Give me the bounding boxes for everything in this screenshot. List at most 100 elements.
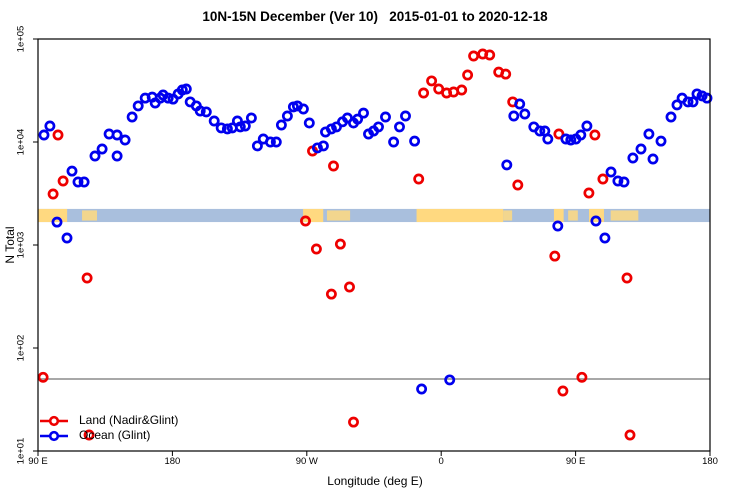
data-point-land xyxy=(418,87,430,99)
map-band-land xyxy=(503,210,513,221)
y-axis-tick-label: 1e+04 xyxy=(15,128,27,156)
data-point-ocean xyxy=(221,123,233,135)
data-point-ocean xyxy=(194,105,206,117)
data-point-ocean xyxy=(270,136,282,148)
y-axis-tick-label: 1e+05 xyxy=(15,25,27,53)
data-point-ocean xyxy=(180,83,192,95)
data-point-ocean xyxy=(132,100,144,112)
data-point-land xyxy=(348,416,359,428)
data-point-ocean xyxy=(325,123,337,135)
x-axis-tick-label: 180 xyxy=(164,456,181,467)
data-point-land xyxy=(328,160,339,172)
data-point-ocean xyxy=(66,165,78,177)
data-point-ocean xyxy=(51,216,63,228)
data-point-ocean xyxy=(373,121,384,133)
data-point-land xyxy=(589,129,601,141)
data-point-ocean xyxy=(618,176,630,188)
data-point-ocean xyxy=(605,166,617,178)
data-point-land xyxy=(413,173,425,185)
legend-entry-land: Land (Nadir&Glint) xyxy=(40,413,178,428)
data-point-ocean xyxy=(599,232,611,244)
data-point-ocean xyxy=(44,120,56,132)
data-point-ocean xyxy=(297,103,309,115)
data-point-land xyxy=(468,50,480,62)
legend-label: Ocean (Glint) xyxy=(79,428,151,442)
data-point-ocean xyxy=(416,383,428,395)
data-point-land xyxy=(57,175,69,187)
data-point-ocean xyxy=(612,175,624,187)
map-band-land xyxy=(553,208,564,223)
data-point-ocean xyxy=(245,112,257,124)
x-axis-tick-label: 180 xyxy=(702,456,718,467)
data-point-ocean xyxy=(317,140,329,152)
data-point-ocean xyxy=(239,120,251,132)
data-point-ocean xyxy=(394,121,405,133)
data-point-land xyxy=(624,429,636,441)
data-point-land xyxy=(426,75,438,87)
data-point-ocean xyxy=(691,88,703,100)
data-point-ocean xyxy=(542,133,554,145)
map-band-land xyxy=(610,210,639,221)
data-point-ocean xyxy=(565,134,577,146)
map-band-land xyxy=(326,210,351,221)
map-band-land xyxy=(568,210,578,221)
data-point-ocean xyxy=(501,159,513,171)
data-point-ocean xyxy=(560,133,572,145)
data-point-ocean xyxy=(78,176,90,188)
map-band-land xyxy=(82,210,97,221)
data-point-land xyxy=(47,188,59,200)
data-point-ocean xyxy=(534,125,546,137)
y-axis-tick-label: 1e+03 xyxy=(15,231,27,259)
data-point-ocean xyxy=(96,143,108,155)
data-point-ocean xyxy=(119,134,131,146)
data-point-land xyxy=(325,288,337,300)
data-point-land xyxy=(462,69,474,81)
legend: Land (Nadir&Glint) Ocean (Glint) xyxy=(40,413,178,443)
data-point-land xyxy=(456,84,468,96)
data-point-land xyxy=(621,272,633,284)
data-point-ocean xyxy=(581,120,593,132)
data-point-ocean xyxy=(444,374,456,386)
data-point-land xyxy=(344,281,355,293)
data-point-land xyxy=(557,385,569,397)
chart-title: 10N-15N December (Ver 10) 2015-01-01 to … xyxy=(202,9,548,24)
data-point-land xyxy=(334,238,346,250)
data-point-ocean xyxy=(126,111,138,123)
data-point-land xyxy=(597,173,609,185)
data-point-ocean xyxy=(111,150,123,162)
data-point-land xyxy=(553,128,565,140)
x-axis-tick-label: 90 E xyxy=(28,456,48,467)
data-point-land xyxy=(500,68,512,80)
data-point-ocean xyxy=(647,153,659,165)
data-point-ocean xyxy=(575,129,587,141)
data-point-ocean xyxy=(352,113,364,125)
data-point-land xyxy=(576,371,588,383)
x-axis-label: Longitude (deg E) xyxy=(327,474,423,488)
data-point-ocean xyxy=(400,110,411,122)
data-point-land xyxy=(433,83,445,95)
y-axis-tick-label: 1e+01 xyxy=(15,437,27,465)
data-point-land xyxy=(37,371,49,383)
x-axis-tick-label: 90 E xyxy=(565,456,586,467)
data-point-ocean xyxy=(89,150,101,162)
data-point-ocean xyxy=(358,107,369,119)
data-point-land xyxy=(583,187,595,199)
data-point-ocean xyxy=(590,215,602,227)
data-point-ocean xyxy=(275,119,287,131)
data-point-ocean xyxy=(635,143,647,155)
data-point-ocean xyxy=(514,98,526,110)
data-point-ocean xyxy=(627,152,639,164)
data-point-ocean xyxy=(682,96,694,108)
y-axis-tick-label: 1e+02 xyxy=(15,334,27,362)
legend-entry-ocean: Ocean (Glint) xyxy=(40,428,178,443)
legend-marker-icon xyxy=(40,430,68,441)
data-point-ocean xyxy=(303,117,315,129)
data-point-ocean xyxy=(388,136,400,148)
data-point-ocean xyxy=(380,111,391,123)
data-point-ocean xyxy=(72,176,84,188)
map-band-ocean xyxy=(38,208,710,223)
x-axis-tick-label: 90 W xyxy=(295,456,318,467)
data-point-ocean xyxy=(671,99,683,111)
